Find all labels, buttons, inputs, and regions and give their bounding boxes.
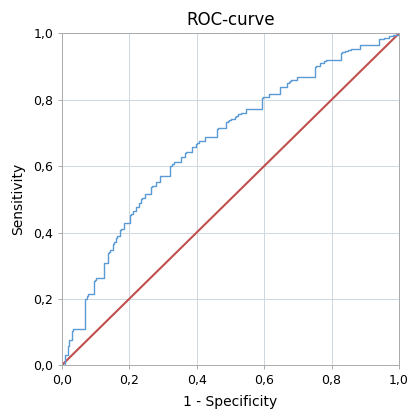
Y-axis label: Sensitivity: Sensitivity bbox=[11, 163, 25, 236]
Title: ROC-curve: ROC-curve bbox=[186, 11, 275, 29]
X-axis label: 1 - Specificity: 1 - Specificity bbox=[183, 395, 278, 409]
